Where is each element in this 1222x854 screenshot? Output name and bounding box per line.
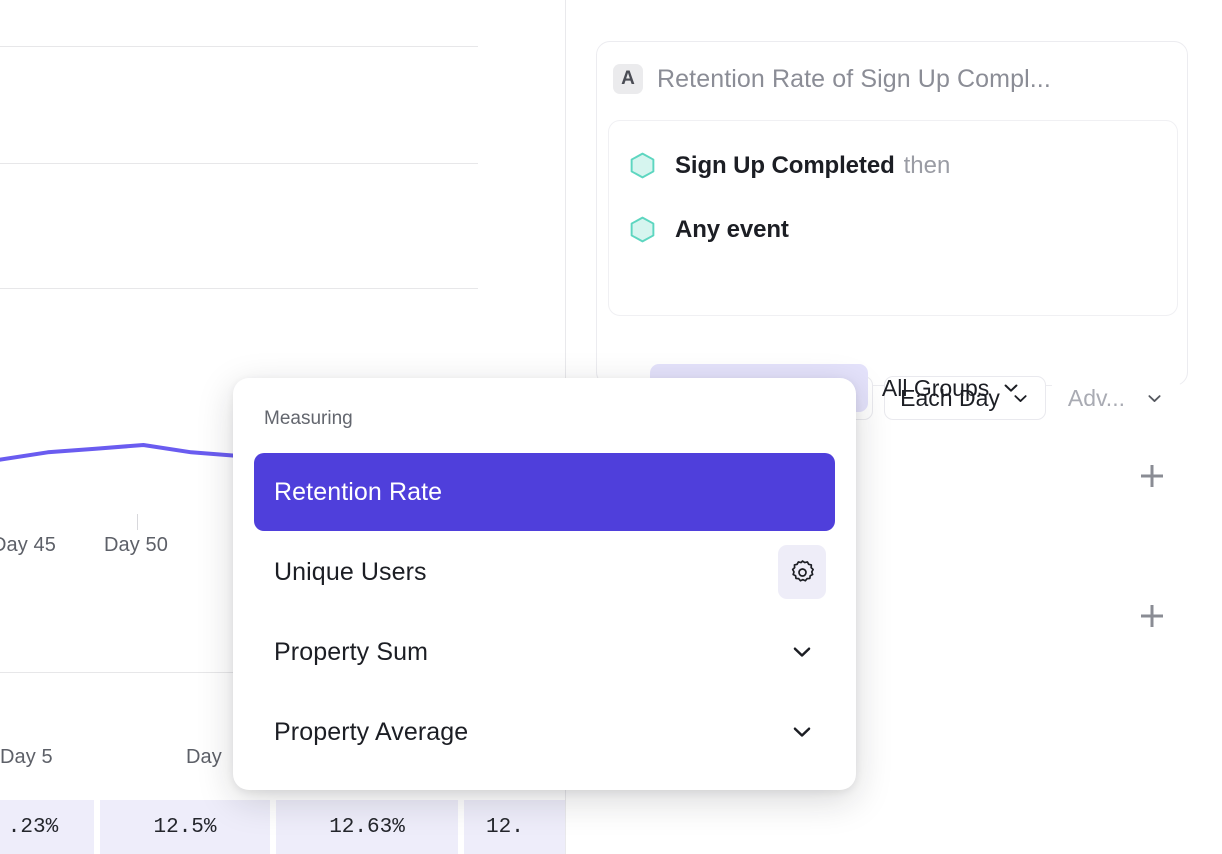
- menu-option-unique-users[interactable]: Unique Users: [254, 541, 835, 603]
- query-title-input[interactable]: Retention Rate of Sign Up Compl...: [657, 64, 1051, 93]
- menu-option-label: Retention Rate: [274, 477, 443, 506]
- chart-gridline: [0, 288, 478, 289]
- chevron-down-icon: [1014, 394, 1027, 402]
- chevron-down-icon[interactable]: [789, 639, 815, 665]
- event-suffix: then: [903, 151, 951, 179]
- chart-gridline: [0, 163, 478, 164]
- event-name[interactable]: Any event: [675, 215, 789, 243]
- event-name[interactable]: Sign Up Completed: [675, 151, 895, 179]
- query-builder-card: A Retention Rate of Sign Up Compl... Sig…: [596, 41, 1188, 420]
- control-chip-each-day[interactable]: Each Day: [884, 376, 1046, 420]
- groups-select-label: All Groups: [881, 374, 990, 401]
- add-query-button[interactable]: [1135, 459, 1169, 493]
- x-axis-tick: [137, 514, 138, 530]
- add-filter-button[interactable]: [1135, 599, 1169, 633]
- table-cell[interactable]: 12.5%: [100, 800, 270, 854]
- groups-select-chip[interactable]: All Groups: [868, 364, 1035, 412]
- table-cell[interactable]: 12.: [464, 800, 565, 854]
- menu-option-property-sum[interactable]: Property Sum: [254, 621, 835, 683]
- hexagon-icon: [630, 216, 655, 243]
- menu-option-label: Unique Users: [274, 557, 427, 586]
- chevron-down-icon: [1148, 394, 1161, 402]
- control-chip-advanced[interactable]: Adv...: [1051, 376, 1180, 420]
- gear-icon-button[interactable]: [778, 545, 826, 599]
- event-step-row[interactable]: Sign Up Completed then: [628, 151, 950, 180]
- chevron-down-icon[interactable]: [789, 719, 815, 745]
- x-axis-label-day50: Day 50: [104, 534, 168, 556]
- chevron-down-icon: [1004, 384, 1018, 392]
- x-axis-label-day5: Day 5: [0, 746, 53, 768]
- query-builder-header: A Retention Rate of Sign Up Compl...: [613, 64, 1051, 94]
- table-cell[interactable]: 12.63%: [276, 800, 458, 854]
- menu-option-label: Property Sum: [274, 637, 429, 666]
- menu-option-label: Property Average: [274, 717, 469, 746]
- measuring-section-label: Measuring: [264, 408, 353, 429]
- retention-table-row: .23% 12.5% 12.63% 12.: [0, 800, 565, 854]
- query-letter-badge[interactable]: A: [613, 64, 643, 94]
- menu-option-property-average[interactable]: Property Average: [254, 701, 835, 763]
- x-axis-label-day45: Day 45: [0, 534, 56, 556]
- hexagon-icon: [630, 152, 655, 179]
- table-cell[interactable]: .23%: [0, 800, 94, 854]
- gear-icon: [791, 559, 814, 582]
- x-axis-label-day10: Day: [186, 746, 222, 768]
- control-chip-label: Adv...: [1067, 384, 1125, 411]
- control-chip-label: Each Day: [900, 384, 1000, 411]
- event-step-row[interactable]: Any event: [628, 215, 789, 244]
- measuring-dropdown-menu: Measuring Retention Rate Unique Users Pr…: [233, 378, 856, 790]
- menu-option-retention-rate[interactable]: Retention Rate: [254, 453, 835, 531]
- chart-gridline: [0, 46, 478, 47]
